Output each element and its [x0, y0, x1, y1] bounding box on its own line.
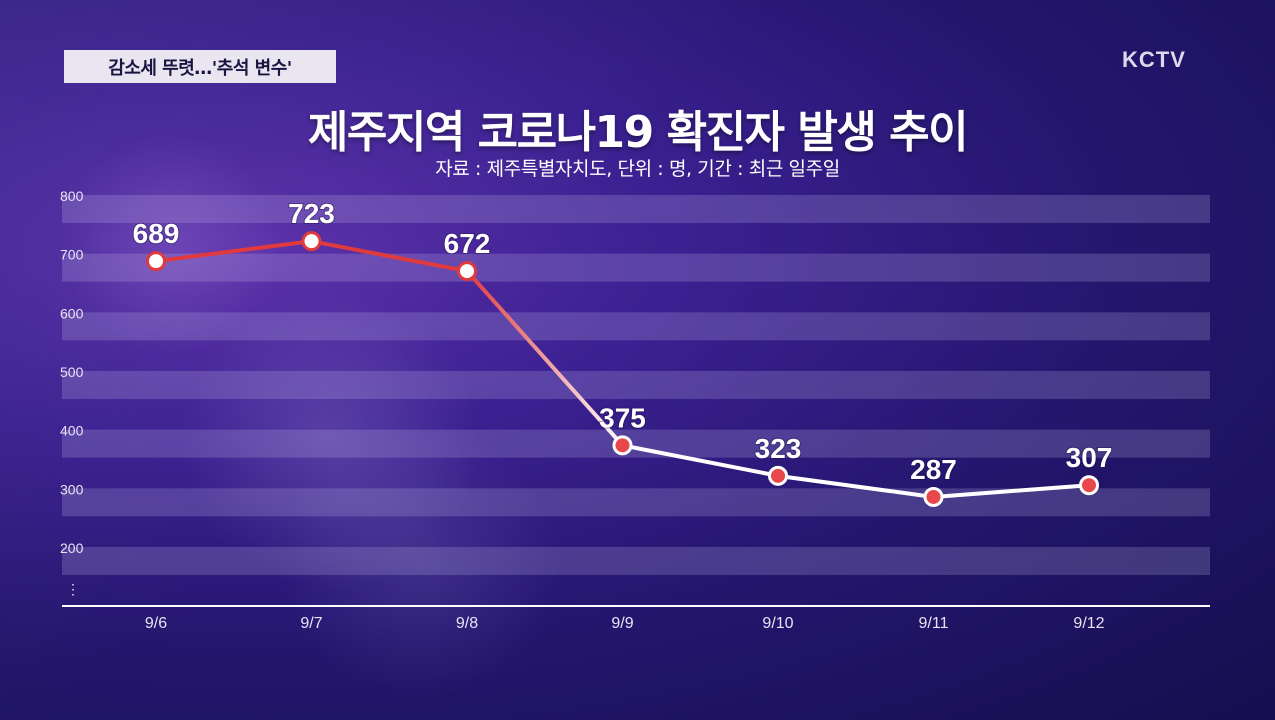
grid-band	[62, 547, 1210, 575]
chart-subtitle: 자료 : 제주특별자치도, 단위 : 명, 기간 : 최근 일주일	[435, 158, 840, 180]
series-segment	[931, 483, 1091, 499]
axis-break-symbol: ⋮	[66, 581, 80, 597]
grid-band	[62, 488, 1210, 517]
y-tick-label: 200	[60, 540, 84, 556]
y-tick-label: 800	[60, 188, 84, 204]
grid-bands	[62, 195, 1210, 575]
grid-band	[62, 429, 1210, 458]
x-tick-label: 9/10	[762, 615, 793, 632]
data-label: 323	[755, 433, 802, 464]
y-tick-label: 400	[60, 423, 84, 439]
y-axis-ticks: 800 700 600 500 400 300 200	[60, 188, 84, 556]
grid-band	[62, 195, 1210, 223]
data-point	[612, 435, 633, 456]
y-tick-label: 600	[60, 305, 84, 321]
data-label: 672	[444, 228, 491, 259]
kctv-logo: KCTV	[1122, 47, 1186, 72]
data-label: 723	[288, 198, 335, 229]
y-tick-label: 700	[60, 247, 84, 263]
data-point	[768, 465, 788, 486]
data-point	[146, 251, 166, 272]
grid-band	[62, 312, 1210, 341]
series-segment	[620, 443, 780, 478]
series-segment	[309, 239, 469, 274]
series-segment	[776, 473, 936, 499]
data-label: 287	[910, 454, 957, 485]
series-markers	[146, 231, 1099, 507]
x-tick-label: 9/6	[145, 615, 167, 632]
series-lines	[154, 239, 1091, 499]
x-tick-label: 9/11	[919, 615, 949, 632]
x-tick-label: 9/9	[611, 615, 633, 632]
x-tick-label: 9/12	[1073, 615, 1104, 632]
data-labels: 689 723 672 375 323 287 307	[132, 197, 1114, 486]
grid-band	[62, 371, 1210, 399]
data-label: 307	[1066, 442, 1113, 473]
data-point	[923, 486, 944, 507]
x-tick-label: 9/8	[456, 615, 478, 632]
series-segment	[154, 239, 314, 264]
data-point	[1079, 475, 1099, 496]
chart-title: 제주지역 코로나19 확진자 발생 추이	[307, 107, 969, 158]
y-tick-label: 500	[60, 364, 84, 380]
x-tick-label: 9/7	[300, 615, 322, 632]
y-tick-label: 300	[60, 481, 84, 497]
series-segment	[465, 269, 625, 448]
data-point	[301, 231, 322, 252]
headline-tag: 감소세 뚜렷…'추석 변수'	[64, 50, 336, 83]
data-point	[457, 261, 477, 282]
x-axis-ticks: 9/6 9/7 9/8 9/9 9/10 9/11 9/12	[145, 615, 1105, 632]
data-label: 689	[133, 218, 180, 249]
data-label: 375	[599, 402, 646, 433]
grid-band	[62, 253, 1210, 282]
